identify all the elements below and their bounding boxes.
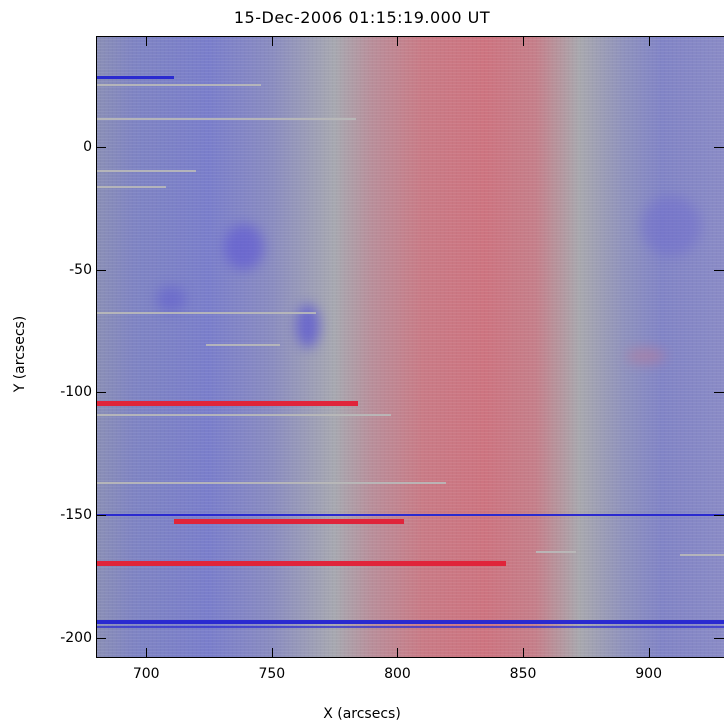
y-tick-label: -200: [60, 630, 92, 647]
x-tick-label: 800: [384, 666, 411, 682]
x-tick-label: 900: [635, 666, 662, 682]
red-streak: [96, 401, 358, 406]
gray-streak: [96, 170, 196, 172]
y-tick: [96, 638, 106, 640]
y-tick: [96, 269, 106, 271]
y-tick: [96, 146, 106, 148]
doppler-velocity-map: [96, 36, 724, 658]
blue-patch-middle: [296, 304, 320, 348]
gray-streak: [206, 344, 280, 346]
image-title: 15-Dec-2006 01:15:19.000 UT: [233, 8, 491, 27]
x-tick-label: 700: [132, 666, 160, 682]
blue-streak: [96, 620, 724, 624]
y-tick: [714, 146, 724, 148]
red-streak: [174, 519, 404, 524]
blue-patch-right: [641, 196, 701, 256]
gray-streak: [96, 84, 261, 86]
red-feature-right: [626, 348, 666, 364]
gray-streak: [96, 414, 391, 416]
x-tick: [397, 36, 399, 46]
x-tick-label: 750: [258, 666, 286, 682]
x-tick: [397, 648, 399, 658]
gray-streak: [96, 312, 316, 314]
blue-patch-left: [156, 286, 186, 312]
red-streak: [96, 561, 506, 566]
x-tick: [271, 36, 273, 46]
y-tick: [714, 638, 724, 640]
x-axis-label: X (arcsecs): [323, 706, 401, 722]
y-tick: [96, 392, 106, 394]
map-noise-texture: [96, 36, 724, 658]
y-tick: [714, 269, 724, 271]
x-tick-label: 850: [509, 666, 537, 682]
blue-streak: [96, 626, 724, 628]
blue-streak: [96, 514, 724, 516]
y-tick-label: -50: [69, 261, 92, 278]
y-tick: [714, 392, 724, 394]
x-tick: [271, 648, 273, 658]
y-axis-label: Y (arcsecs): [12, 315, 28, 393]
x-tick: [523, 36, 525, 46]
gray-streak: [96, 482, 446, 484]
x-tick: [648, 648, 650, 658]
y-tick-label: 0: [83, 138, 92, 155]
y-tick: [96, 515, 106, 517]
x-tick: [648, 36, 650, 46]
y-tick-label: -150: [60, 507, 92, 524]
y-tick: [714, 515, 724, 517]
gray-streak: [96, 186, 166, 188]
x-tick: [146, 648, 148, 658]
gray-streak: [680, 554, 724, 556]
y-tick-label: -100: [60, 384, 92, 401]
blue-patch-upper: [224, 224, 264, 270]
gray-streak: [536, 551, 576, 553]
gray-streak: [96, 118, 356, 120]
x-tick: [146, 36, 148, 46]
blue-streak: [96, 76, 174, 79]
x-tick: [523, 648, 525, 658]
